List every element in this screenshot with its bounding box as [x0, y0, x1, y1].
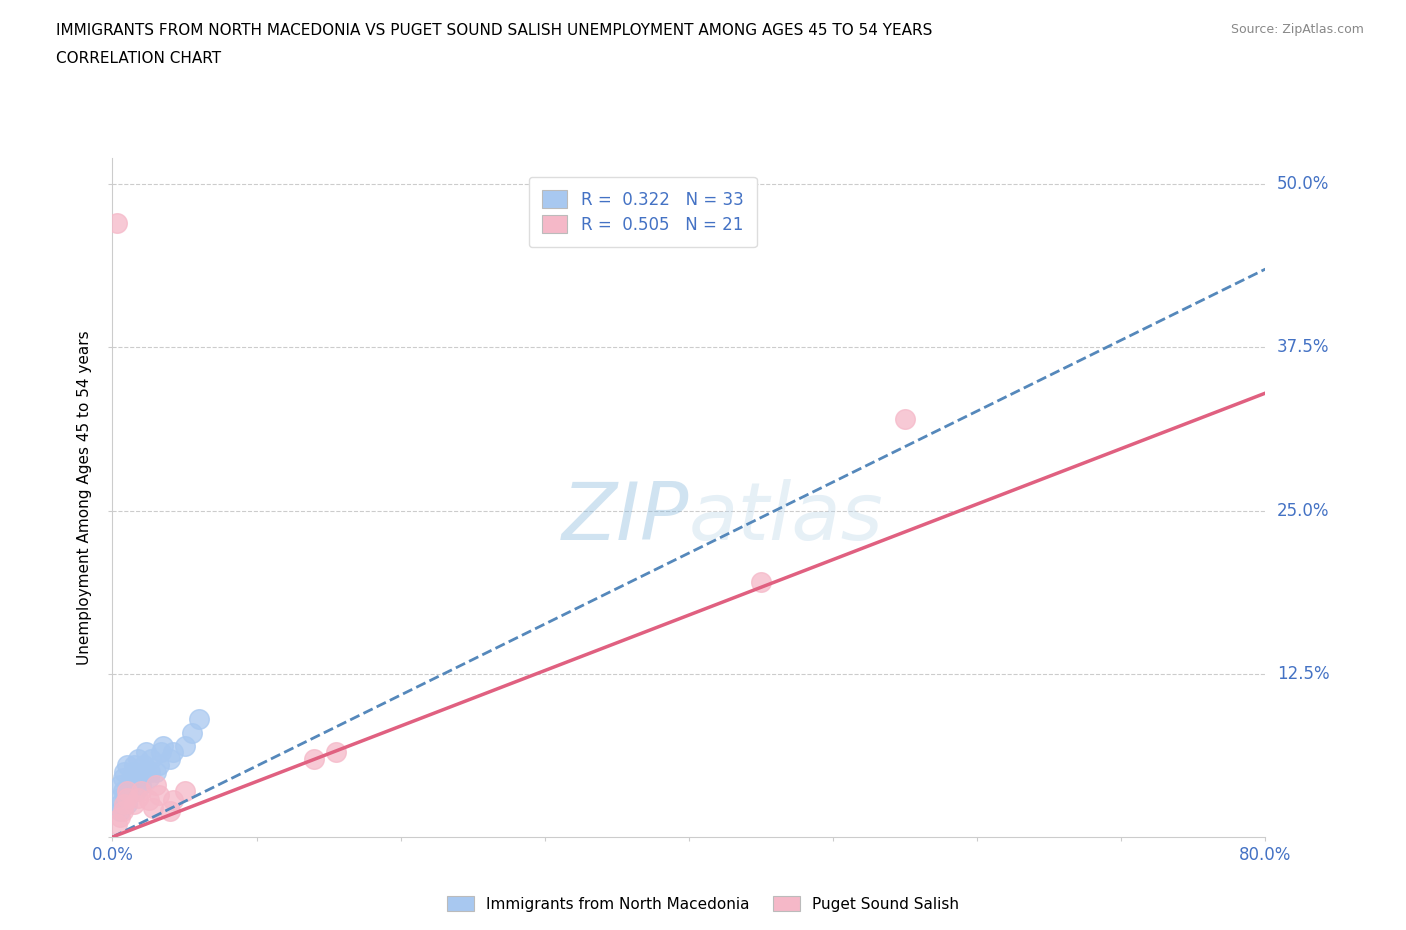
Point [188, 712, 211, 727]
Text: 12.5%: 12.5% [1277, 665, 1330, 683]
Point [138, 771, 160, 786]
Point [141, 751, 163, 766]
Point [115, 790, 138, 805]
Point [159, 804, 181, 818]
Point [142, 801, 165, 816]
Point [111, 784, 134, 799]
Legend: R =  0.322   N = 33, R =  0.505   N = 21: R = 0.322 N = 33, R = 0.505 N = 21 [529, 177, 756, 247]
Point [108, 810, 131, 825]
Text: 25.0%: 25.0% [1277, 501, 1330, 520]
Point [129, 784, 153, 799]
Point [148, 788, 170, 803]
Point [114, 790, 136, 805]
Text: Source: ZipAtlas.com: Source: ZipAtlas.com [1230, 23, 1364, 36]
Point [139, 764, 162, 779]
Y-axis label: Unemployment Among Ages 45 to 54 years: Unemployment Among Ages 45 to 54 years [77, 330, 93, 665]
Point [122, 758, 145, 773]
Point [150, 745, 173, 760]
Point [162, 793, 184, 808]
Point [325, 745, 347, 760]
Point [145, 777, 167, 792]
Text: atlas: atlas [689, 479, 884, 557]
Text: 50.0%: 50.0% [1277, 175, 1329, 193]
Point [148, 758, 170, 773]
Point [134, 758, 156, 773]
Point [135, 745, 157, 760]
Point [111, 804, 134, 818]
Point [124, 784, 146, 799]
Point [115, 784, 138, 799]
Point [132, 764, 155, 779]
Point [304, 751, 326, 766]
Point [162, 745, 184, 760]
Point [121, 764, 143, 779]
Point [180, 725, 202, 740]
Point [118, 777, 141, 792]
Text: IMMIGRANTS FROM NORTH MACEDONIA VS PUGET SOUND SALISH UNEMPLOYMENT AMONG AGES 45: IMMIGRANTS FROM NORTH MACEDONIA VS PUGET… [56, 23, 932, 38]
Point [125, 771, 148, 786]
Point [127, 751, 149, 766]
Point [159, 751, 181, 766]
Point [115, 797, 138, 812]
Point [122, 797, 145, 812]
Point [112, 797, 135, 812]
Point [108, 777, 131, 792]
Point [120, 771, 142, 786]
Point [894, 412, 917, 427]
Point [129, 777, 153, 792]
Point [145, 764, 167, 779]
Point [115, 758, 138, 773]
Point [152, 738, 174, 753]
Text: 37.5%: 37.5% [1277, 339, 1330, 356]
Legend: Immigrants from North Macedonia, Puget Sound Salish: Immigrants from North Macedonia, Puget S… [440, 889, 966, 918]
Text: ZIP: ZIP [561, 479, 689, 557]
Point [105, 817, 128, 831]
Point [111, 771, 134, 786]
Point [138, 793, 160, 808]
Text: CORRELATION CHART: CORRELATION CHART [56, 51, 221, 66]
Point [105, 216, 128, 231]
Point [108, 790, 131, 805]
Point [112, 764, 135, 779]
Point [127, 790, 149, 805]
Point [749, 575, 772, 590]
Point [108, 804, 131, 818]
Point [173, 738, 195, 753]
Point [108, 797, 131, 812]
Point [173, 784, 195, 799]
